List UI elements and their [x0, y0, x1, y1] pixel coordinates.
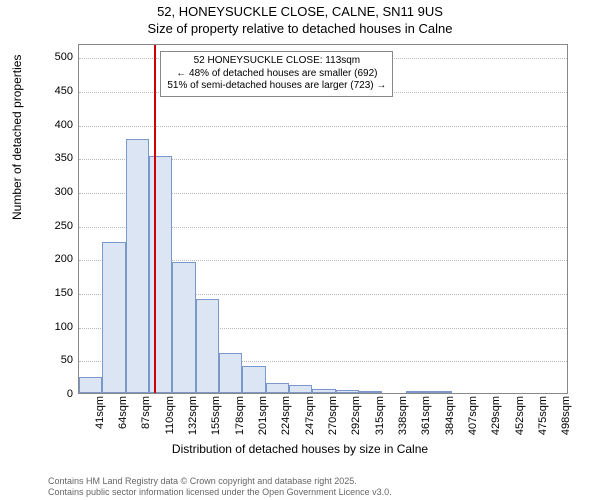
x-tick-label: 452sqm [514, 396, 526, 435]
y-tick-label: 200 [55, 253, 73, 265]
histogram-bar [102, 242, 125, 393]
y-tick-label: 0 [67, 388, 73, 400]
x-tick-label: 338sqm [397, 396, 409, 435]
histogram-bar [219, 353, 242, 393]
y-tick-label: 300 [55, 186, 73, 198]
x-tick-label: 292sqm [350, 396, 362, 435]
footer-line-2: Contains public sector information licen… [48, 487, 392, 498]
x-tick-label: 64sqm [117, 396, 129, 429]
x-tick-label: 407sqm [467, 396, 479, 435]
histogram-bar [126, 139, 149, 393]
histogram-bar [172, 262, 195, 393]
x-tick-label: 155sqm [210, 396, 222, 435]
x-tick-label: 315sqm [374, 396, 386, 435]
x-tick-label: 429sqm [490, 396, 502, 435]
y-tick-label: 100 [55, 321, 73, 333]
chart-area: 52 HONEYSUCKLE CLOSE: 113sqm ← 48% of de… [48, 44, 568, 424]
x-tick-label: 270sqm [327, 396, 339, 435]
annotation-box: 52 HONEYSUCKLE CLOSE: 113sqm ← 48% of de… [160, 51, 393, 97]
plot-area: 52 HONEYSUCKLE CLOSE: 113sqm ← 48% of de… [78, 44, 568, 394]
histogram-bar [336, 390, 359, 393]
x-axis-label: Distribution of detached houses by size … [0, 442, 600, 456]
x-tick-label: 41sqm [94, 396, 106, 429]
histogram-bar [242, 366, 265, 393]
marker-line [154, 45, 156, 393]
y-axis-label: Number of detached properties [10, 55, 24, 220]
x-tick-label: 178sqm [234, 396, 246, 435]
histogram-bar [289, 385, 312, 393]
title-line-1: 52, HONEYSUCKLE CLOSE, CALNE, SN11 9US [0, 4, 600, 21]
histogram-bar [149, 156, 172, 393]
histogram-bar [266, 383, 289, 393]
title-line-2: Size of property relative to detached ho… [0, 21, 600, 38]
gridline [79, 126, 567, 127]
x-tick-label: 132sqm [187, 396, 199, 435]
y-tick-label: 350 [55, 152, 73, 164]
chart-title: 52, HONEYSUCKLE CLOSE, CALNE, SN11 9US S… [0, 0, 600, 38]
histogram-bar [312, 389, 335, 393]
histogram-bar [429, 391, 452, 393]
annotation-line-3: 51% of semi-detached houses are larger (… [167, 80, 386, 93]
y-tick-label: 50 [61, 354, 73, 366]
x-tick-label: 87sqm [140, 396, 152, 429]
x-tick-label: 110sqm [164, 396, 176, 434]
x-tick-label: 498sqm [560, 396, 572, 435]
y-tick-label: 150 [55, 287, 73, 299]
footer-line-1: Contains HM Land Registry data © Crown c… [48, 476, 392, 487]
histogram-bar [196, 299, 219, 393]
annotation-line-1: 52 HONEYSUCKLE CLOSE: 113sqm [167, 55, 386, 68]
y-tick-label: 400 [55, 119, 73, 131]
x-tick-label: 361sqm [420, 396, 432, 435]
histogram-bar [79, 377, 102, 393]
histogram-bar [406, 391, 429, 393]
x-tick-label: 247sqm [304, 396, 316, 435]
y-tick-label: 500 [55, 51, 73, 63]
y-tick-label: 250 [55, 220, 73, 232]
histogram-bar [359, 391, 382, 393]
footer-credits: Contains HM Land Registry data © Crown c… [48, 476, 392, 499]
annotation-line-2: ← 48% of detached houses are smaller (69… [167, 68, 386, 81]
y-tick-label: 450 [55, 85, 73, 97]
x-tick-label: 475sqm [537, 396, 549, 435]
x-tick-label: 384sqm [444, 396, 456, 435]
x-tick-label: 201sqm [257, 396, 269, 435]
x-tick-label: 224sqm [280, 396, 292, 435]
